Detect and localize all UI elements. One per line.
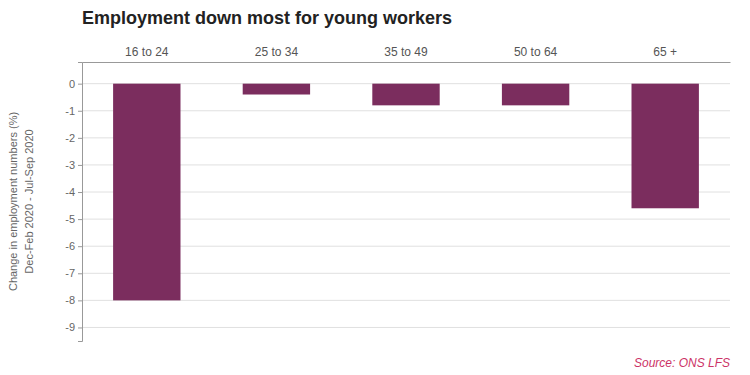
y-tick-mark (78, 327, 82, 328)
x-axis: 16 to 24 25 to 34 35 to 49 50 to 64 65 + (83, 45, 731, 63)
x-tick-label: 65 + (653, 45, 677, 59)
y-tick-mark (78, 111, 82, 112)
x-tick: 16 to 24 (125, 45, 169, 62)
y-tick-mark (78, 273, 82, 274)
y-axis-title: Change in employment numbers (%) Dec-Feb … (7, 112, 34, 291)
y-tick-label: -5 (65, 213, 75, 225)
y-tick-label: -6 (65, 240, 75, 252)
x-tick-label: 35 to 49 (384, 45, 428, 59)
y-tick-mark (78, 165, 82, 166)
y-tick-label: -7 (65, 267, 75, 279)
y-tick-label: -9 (65, 321, 75, 333)
y-tick: -8 (65, 294, 82, 306)
x-tick: 65 + (653, 45, 677, 62)
y-tick-mark (78, 300, 82, 301)
x-tick-label: 25 to 34 (255, 45, 299, 59)
y-tick-mark (78, 219, 82, 220)
plot-area: 0 -1 -2 -3 -4 -5 -6 -7 -8 -9 16 to 24 25 to 34 35 to… (7, 45, 730, 342)
y-tick: -5 (65, 213, 82, 225)
y-tick-label: -2 (65, 132, 75, 144)
y-tick-label: -1 (65, 105, 75, 117)
bar (502, 84, 569, 106)
y-axis-title-line: Change in employment numbers (%) (7, 112, 19, 291)
chart-container: 0 -1 -2 -3 -4 -5 -6 -7 -8 -9 16 to 24 25 to 34 35 to… (0, 0, 750, 375)
y-tick: -3 (65, 159, 82, 171)
y-tick: -7 (65, 267, 82, 279)
chart-svg: 0 -1 -2 -3 -4 -5 -6 -7 -8 -9 16 to 24 25 to 34 35 to… (0, 0, 750, 375)
y-axis-line (78, 63, 83, 342)
x-tick: 50 to 64 (514, 45, 558, 62)
x-tick: 25 to 34 (255, 45, 299, 62)
y-tick: 0 (69, 78, 82, 90)
bars (113, 84, 699, 301)
bar (243, 84, 310, 95)
y-tick: -1 (65, 105, 82, 117)
y-axis-title-line: Dec-Feb 2020 - Jul-Sep 2020 (23, 129, 35, 273)
y-tick: -4 (65, 186, 82, 198)
grid-line (82, 327, 730, 328)
bar (372, 84, 439, 106)
x-tick: 35 to 49 (384, 45, 428, 62)
y-tick-label: -4 (65, 186, 75, 198)
y-axis: 0 -1 -2 -3 -4 -5 -6 -7 -8 -9 (65, 63, 82, 342)
y-tick: -2 (65, 132, 82, 144)
bar (632, 84, 699, 209)
source-note: Source: ONS LFS (634, 356, 730, 370)
y-tick-mark (78, 246, 82, 247)
x-axis-line (83, 62, 731, 63)
y-tick-label: 0 (69, 78, 75, 90)
y-tick: -6 (65, 240, 82, 252)
x-tick-label: 50 to 64 (514, 45, 558, 59)
y-tick-label: -8 (65, 294, 75, 306)
bar (113, 84, 180, 301)
y-tick: -9 (65, 321, 82, 333)
y-tick-label: -3 (65, 159, 75, 171)
grid (82, 84, 730, 328)
title: Employment down most for young workers (82, 8, 452, 28)
y-tick-mark (78, 138, 82, 139)
x-tick-label: 16 to 24 (125, 45, 169, 59)
y-tick-mark (78, 84, 82, 85)
y-tick-mark (78, 192, 82, 193)
